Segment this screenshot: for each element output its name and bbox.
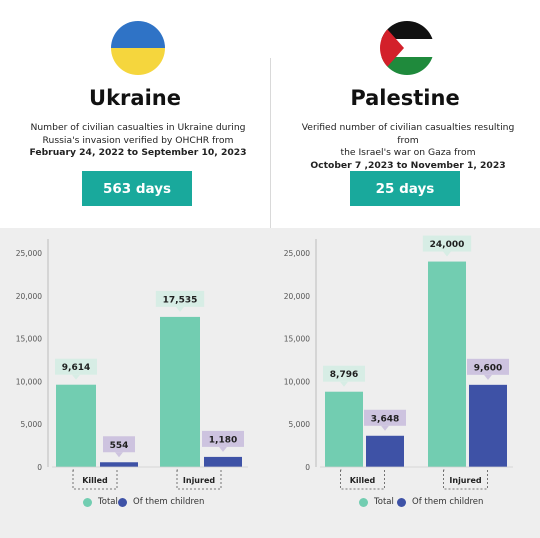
legend-label: Of them children bbox=[133, 497, 205, 507]
data-label-children-bg bbox=[364, 409, 406, 426]
ukraine-flag-icon bbox=[111, 21, 165, 75]
y-tick-label: 25,000 bbox=[16, 249, 42, 258]
bar-children-injured bbox=[204, 456, 242, 467]
y-tick-label: 15,000 bbox=[16, 335, 42, 344]
data-label-total: 9,614 bbox=[62, 363, 90, 373]
y-tick-label: 15,000 bbox=[284, 335, 310, 344]
legend-label: Total bbox=[374, 497, 394, 507]
legend-label: Of them children bbox=[412, 497, 484, 507]
data-label-children: 554 bbox=[110, 441, 129, 451]
data-label-total-pointer bbox=[72, 374, 80, 380]
legend-swatch-total bbox=[83, 497, 92, 507]
bar-total-killed bbox=[325, 391, 363, 467]
y-tick-label: 5,000 bbox=[289, 420, 311, 429]
category-label: Killed bbox=[350, 476, 376, 485]
y-tick-label: 0 bbox=[37, 463, 42, 472]
data-label-total-bg bbox=[55, 358, 97, 375]
data-label-children-bg bbox=[103, 436, 135, 453]
palestine-panel: Palestine Verified number of civilian ca… bbox=[270, 0, 540, 538]
bar-total-injured bbox=[428, 261, 466, 467]
palestine-bar-chart: 0 5,000 10,000 15,000 20,000 25,000 8,796 3,648… bbox=[284, 235, 513, 490]
bar-total-injured bbox=[160, 316, 200, 467]
palestine-flag-icon bbox=[380, 21, 434, 75]
y-tick-label: 25,000 bbox=[284, 249, 310, 258]
category-label: Injured bbox=[449, 476, 481, 485]
y-tick-label: 0 bbox=[305, 463, 310, 472]
data-label-total-pointer bbox=[340, 381, 348, 387]
legend-swatch-children bbox=[118, 497, 127, 507]
ukraine-bar-chart: 0 5,000 10,000 15,000 20,000 25,000 9,614 554 Ki… bbox=[16, 239, 248, 490]
legend-item-children: Of them children bbox=[118, 497, 204, 507]
days-badge: 25 days bbox=[350, 171, 460, 206]
data-label-children: 3,648 bbox=[371, 414, 399, 424]
legend: Total Of them children bbox=[270, 497, 540, 513]
data-label-children-pointer bbox=[219, 446, 227, 452]
category-label: Killed bbox=[82, 476, 108, 485]
data-label-children-pointer bbox=[115, 452, 123, 458]
data-label-children: 1,180 bbox=[209, 435, 237, 445]
days-badge: 563 days bbox=[82, 171, 192, 206]
data-label-children: 9,600 bbox=[474, 363, 502, 373]
data-label-total-pointer bbox=[176, 306, 184, 312]
description-line: the Israel's war on Gaza from bbox=[340, 147, 476, 158]
description-line: Number of civilian casualties in Ukraine… bbox=[30, 122, 246, 133]
data-label-total-bg bbox=[323, 365, 365, 382]
date-range: October 7 ,2023 to November 1, 2023 bbox=[310, 159, 506, 171]
data-label-children-bg bbox=[467, 358, 509, 375]
casualty-description: Verified number of civilian casualties r… bbox=[290, 122, 526, 172]
date-range: February 24, 2022 to September 10, 2023 bbox=[29, 147, 247, 158]
y-tick-label: 20,000 bbox=[284, 292, 310, 301]
data-label-total-bg bbox=[155, 290, 205, 307]
y-tick-label: 10,000 bbox=[284, 377, 310, 386]
data-label-total-bg bbox=[422, 235, 472, 252]
country-title: Palestine bbox=[350, 86, 460, 110]
bar-children-injured bbox=[469, 384, 507, 467]
legend-item-total: Total bbox=[83, 497, 118, 507]
ukraine-chart: 0 5,000 10,000 15,000 20,000 25,000 9,614 554 Ki… bbox=[0, 228, 270, 538]
description-line: Russia's invasion verified by OHCHR from bbox=[42, 134, 234, 146]
data-label-children-pointer bbox=[484, 374, 492, 380]
country-title: Ukraine bbox=[89, 86, 181, 110]
legend: Total Of them children bbox=[0, 497, 270, 513]
legend-item-children: Of them children bbox=[397, 497, 483, 507]
panel-divider bbox=[270, 58, 271, 243]
legend-label: Total bbox=[98, 497, 118, 507]
description-line: Verified number of civilian casualties r… bbox=[301, 122, 515, 146]
palestine-chart: 0 5,000 10,000 15,000 20,000 25,000 8,796 3,648… bbox=[270, 228, 540, 538]
y-tick-label: 10,000 bbox=[16, 377, 42, 386]
data-label-total: 24,000 bbox=[430, 240, 465, 250]
legend-swatch-children bbox=[397, 497, 406, 507]
data-label-children-pointer bbox=[381, 425, 389, 431]
data-label-total-pointer bbox=[443, 251, 451, 257]
bar-total-killed bbox=[56, 384, 96, 467]
bar-children-killed bbox=[366, 435, 404, 467]
casualty-description: Number of civilian casualties in Ukraine… bbox=[20, 122, 256, 160]
data-label-total: 17,535 bbox=[163, 295, 198, 305]
data-label-total: 8,796 bbox=[330, 370, 358, 380]
bar-children-killed bbox=[100, 462, 138, 467]
y-tick-label: 5,000 bbox=[21, 420, 43, 429]
category-label: Injured bbox=[183, 476, 215, 485]
legend-item-total: Total bbox=[359, 497, 394, 507]
ukraine-panel: Ukraine Number of civilian casualties in… bbox=[0, 21, 270, 538]
data-label-children-bg bbox=[202, 430, 244, 447]
legend-swatch-total bbox=[359, 497, 368, 507]
y-tick-label: 20,000 bbox=[16, 292, 42, 301]
